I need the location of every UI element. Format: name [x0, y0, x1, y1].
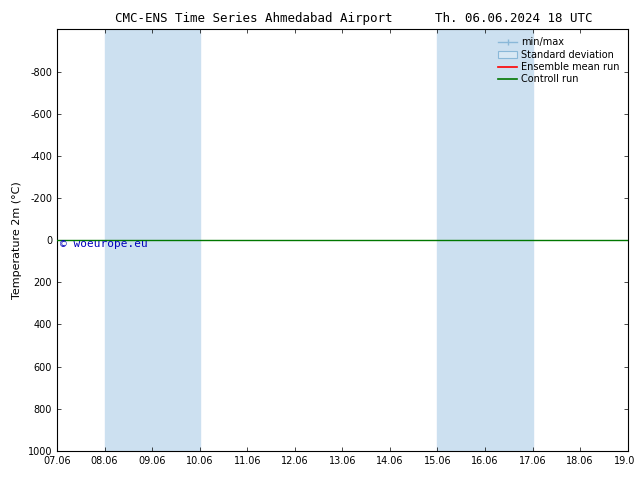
Text: Th. 06.06.2024 18 UTC: Th. 06.06.2024 18 UTC: [435, 12, 592, 25]
Legend: min/max, Standard deviation, Ensemble mean run, Controll run: min/max, Standard deviation, Ensemble me…: [495, 34, 623, 87]
Y-axis label: Temperature 2m (°C): Temperature 2m (°C): [12, 181, 22, 299]
Text: © woeurope.eu: © woeurope.eu: [60, 239, 148, 249]
Bar: [437, 29, 533, 451]
Bar: [105, 29, 200, 451]
Text: CMC-ENS Time Series Ahmedabad Airport: CMC-ENS Time Series Ahmedabad Airport: [115, 12, 392, 25]
